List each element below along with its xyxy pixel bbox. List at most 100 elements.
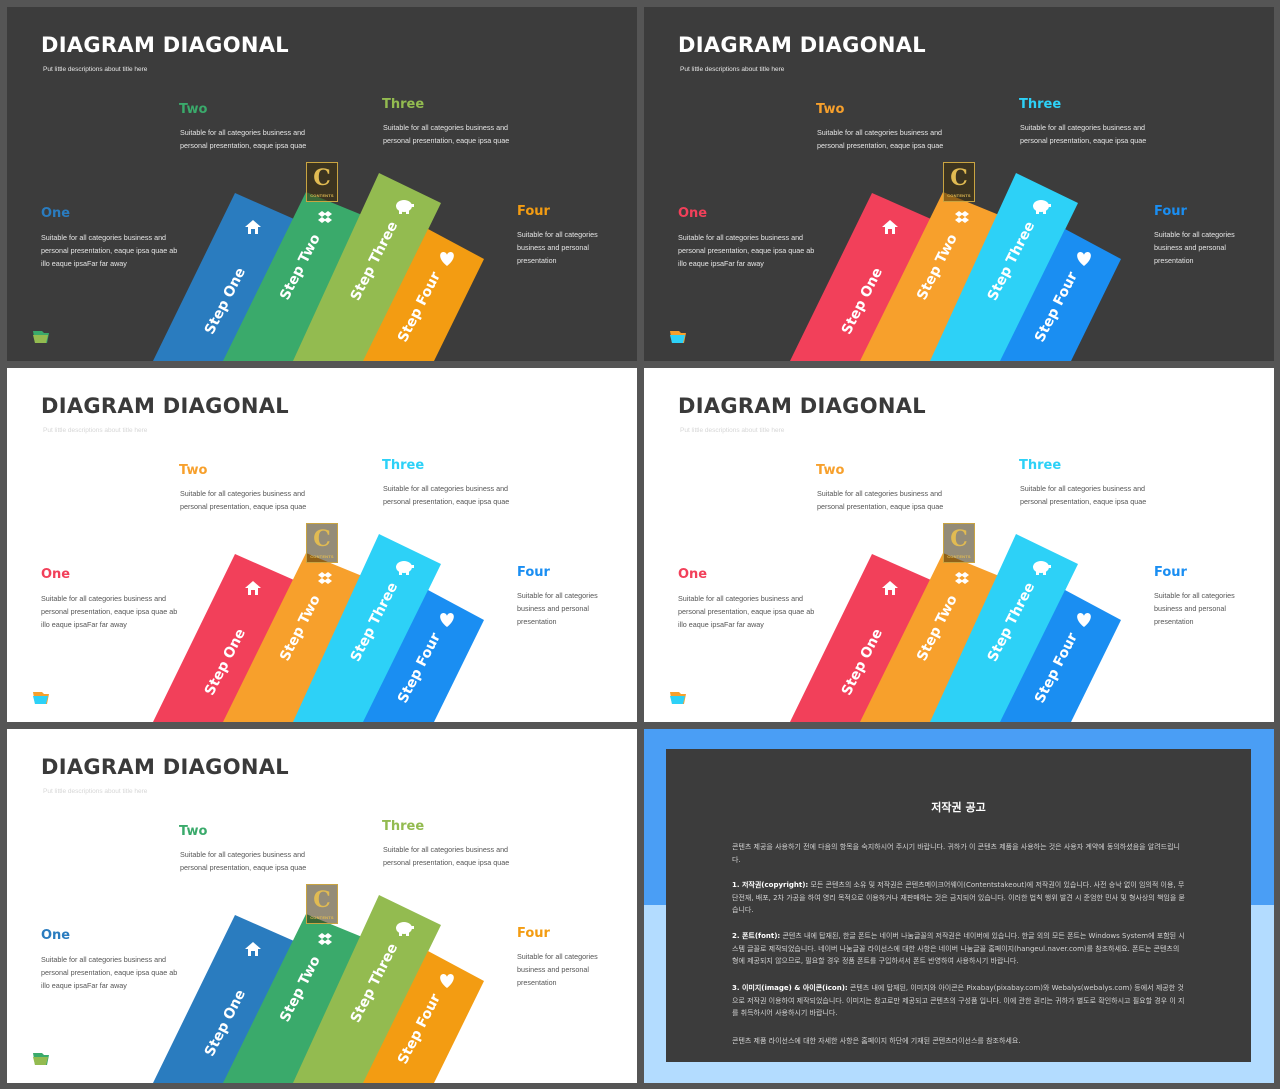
heart-icon <box>440 613 454 627</box>
piggy-bank-icon <box>396 561 414 575</box>
desc-four: Suitable for all categories business and… <box>517 952 598 987</box>
watermark-logo: C CONTENTS <box>306 162 338 202</box>
slide-4[interactable]: DIAGRAM DIAGONAL Put little descriptions… <box>644 368 1274 722</box>
bar-four: Step Four <box>363 590 484 722</box>
logo-letter: C <box>313 887 331 913</box>
logo-letter: C <box>313 526 331 552</box>
watermark-logo: C CONTENTS <box>943 523 975 563</box>
bar-three: Step Three <box>293 534 441 722</box>
slide-3[interactable]: DIAGRAM DIAGONAL Put little descriptions… <box>7 368 637 722</box>
bar-three: Step Three <box>930 173 1078 361</box>
diagonal-diagram: Step One Step Two Step Three Step Four <box>790 173 1121 361</box>
bar-one: Step One <box>153 193 294 361</box>
desc-one: Suitable for all categories business and… <box>678 594 815 629</box>
label-two: Two <box>179 824 208 839</box>
label-four: Four <box>1154 204 1187 219</box>
diagonal-diagram: Step One Step Two Step Three Step Four <box>153 895 484 1083</box>
watermark-logo: C CONTENTS <box>306 884 338 924</box>
desc-two: Suitable for all categories business and… <box>180 489 307 511</box>
slide-5[interactable]: DIAGRAM DIAGONAL Put little descriptions… <box>7 729 637 1083</box>
slide-title: DIAGRAM DIAGONAL <box>678 394 926 418</box>
folder-logo-icon <box>33 331 49 343</box>
label-three: Three <box>1019 458 1062 473</box>
desc-four: Suitable for all categories business and… <box>1154 591 1235 626</box>
piggy-bank-icon <box>396 922 414 936</box>
desc-one: Suitable for all categories business and… <box>678 233 815 268</box>
label-three: Three <box>382 819 425 834</box>
logo-letter: C <box>950 526 968 552</box>
logo-text: CONTENTS <box>310 193 334 198</box>
diagonal-diagram: Step One Step Two Step Three Step Four <box>790 534 1121 722</box>
piggy-bank-icon <box>1033 200 1051 214</box>
slide-subtitle: Put little descriptions about title here <box>43 788 148 795</box>
label-four: Four <box>517 926 550 941</box>
slide-6-copyright[interactable]: 저작권 공고 콘텐츠 제공을 사용하기 전에 다음의 항목을 숙지하시어 주시기… <box>644 729 1274 1083</box>
copyright-section-3-head: 3. 이미지(image) & 아이콘(icon): <box>732 984 848 992</box>
logo-text: CONTENTS <box>310 915 334 920</box>
slide-title: DIAGRAM DIAGONAL <box>41 755 289 779</box>
copyright-footer: 콘텐츠 제품 라이선스에 대한 자세한 사항은 홈페이지 하단에 기재된 콘텐츠… <box>732 1037 1021 1045</box>
slide-subtitle: Put little descriptions about title here <box>43 66 148 73</box>
copyright-intro: 콘텐츠 제공을 사용하기 전에 다음의 항목을 숙지하시어 주시기 바랍니다. … <box>732 843 1180 864</box>
heart-icon <box>440 974 454 988</box>
slide-title: DIAGRAM DIAGONAL <box>41 33 289 57</box>
label-two: Two <box>179 102 208 117</box>
copyright-section-3-body: 콘텐츠 내에 탑재된, 이미지와 아이콘은 Pixabay(pixabay.co… <box>732 984 1185 1017</box>
copyright-section-3: 3. 이미지(image) & 아이콘(icon): 콘텐츠 내에 탑재된, 이… <box>732 982 1185 1020</box>
bar-three: Step Three <box>930 534 1078 722</box>
slide-subtitle: Put little descriptions about title here <box>43 427 148 434</box>
slide-subtitle: Put little descriptions about title here <box>680 66 785 73</box>
desc-four: Suitable for all categories business and… <box>517 230 598 265</box>
home-icon <box>245 220 261 234</box>
logo-letter: C <box>313 165 331 191</box>
slide-1[interactable]: DIAGRAM DIAGONAL Put little descriptions… <box>7 7 637 361</box>
slide-title: DIAGRAM DIAGONAL <box>41 394 289 418</box>
heart-icon <box>1077 252 1091 266</box>
label-one: One <box>41 206 71 221</box>
label-three: Three <box>382 458 425 473</box>
desc-two: Suitable for all categories business and… <box>817 128 944 150</box>
label-three: Three <box>382 97 425 112</box>
copyright-panel: 저작권 공고 콘텐츠 제공을 사용하기 전에 다음의 항목을 숙지하시어 주시기… <box>666 749 1251 1062</box>
dropbox-icon <box>955 572 969 584</box>
copyright-title: 저작권 공고 <box>931 801 986 814</box>
desc-two: Suitable for all categories business and… <box>180 128 307 150</box>
bar-four: Step Four <box>363 229 484 361</box>
label-one: One <box>678 206 708 221</box>
heart-icon <box>1077 613 1091 627</box>
desc-one: Suitable for all categories business and… <box>41 955 178 990</box>
label-one: One <box>41 928 71 943</box>
desc-two: Suitable for all categories business and… <box>817 489 944 511</box>
copyright-section-1-body: 모든 콘텐츠의 소유 및 저작권은 콘텐츠메이크어웨이(Contentstake… <box>732 881 1185 914</box>
slide-subtitle: Put little descriptions about title here <box>680 427 785 434</box>
home-icon <box>882 220 898 234</box>
slide-2[interactable]: DIAGRAM DIAGONAL Put little descriptions… <box>644 7 1274 361</box>
logo-text: CONTENTS <box>947 193 971 198</box>
label-two: Two <box>179 463 208 478</box>
logo-text: CONTENTS <box>310 554 334 559</box>
label-four: Four <box>1154 565 1187 580</box>
bar-four: Step Four <box>1000 229 1121 361</box>
bar-two: Step Two <box>223 553 367 722</box>
desc-one: Suitable for all categories business and… <box>41 594 178 629</box>
watermark-logo: C CONTENTS <box>306 523 338 563</box>
desc-three: Suitable for all categories business and… <box>383 123 510 145</box>
desc-three: Suitable for all categories business and… <box>383 845 510 867</box>
desc-four: Suitable for all categories business and… <box>517 591 598 626</box>
dropbox-icon <box>318 572 332 584</box>
desc-three: Suitable for all categories business and… <box>1020 484 1147 506</box>
dropbox-icon <box>318 211 332 223</box>
logo-letter: C <box>950 165 968 191</box>
bar-three: Step Three <box>293 173 441 361</box>
copyright-section-2-body: 콘텐츠 내에 탑재된, 한글 폰트는 네이버 나눔글꼴의 저작권은 네이버에 있… <box>732 932 1185 965</box>
bar-two: Step Two <box>223 914 367 1083</box>
desc-three: Suitable for all categories business and… <box>383 484 510 506</box>
bar-four: Step Four <box>1000 590 1121 722</box>
bar-two: Step Two <box>860 192 1004 361</box>
label-three: Three <box>1019 97 1062 112</box>
dropbox-icon <box>318 933 332 945</box>
heart-icon <box>440 252 454 266</box>
bar-three: Step Three <box>293 895 441 1083</box>
copyright-section-2-head: 2. 폰트(font): <box>732 932 781 940</box>
